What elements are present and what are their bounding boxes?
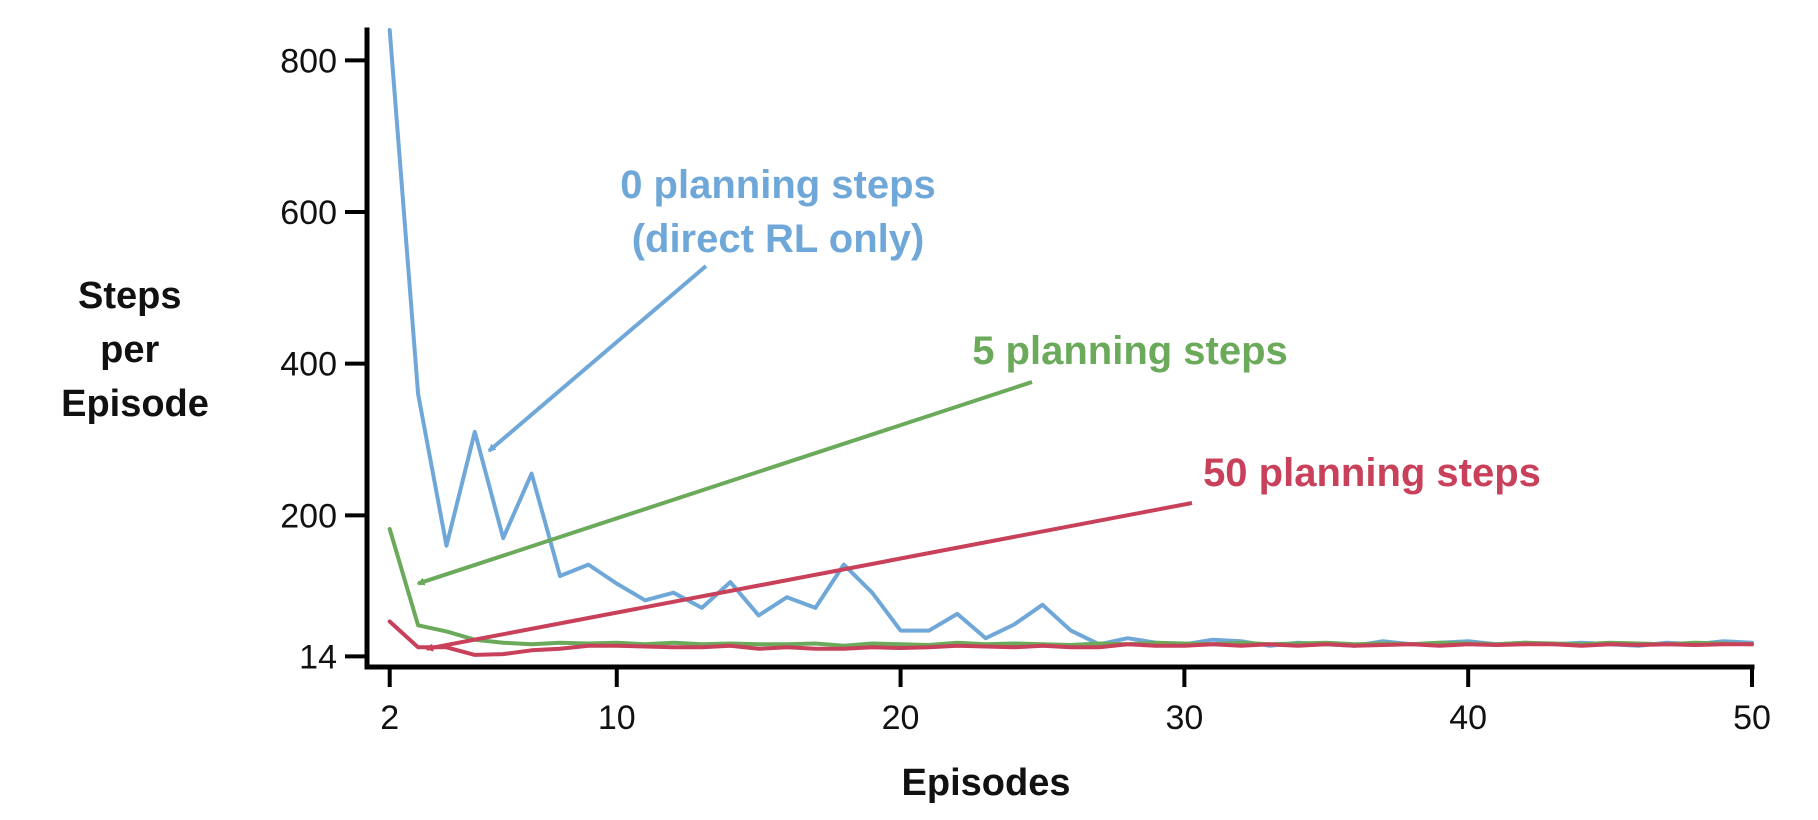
y-axis-title-line-3: Episode [61, 383, 209, 425]
annotation-arrow-5 [416, 380, 1033, 586]
annotation-50-line-1: 50 planning steps [1203, 451, 1541, 495]
series-layer [387, 28, 1754, 657]
y-tick-label-400: 400 [280, 346, 337, 384]
annotation-5-line-1: 5 planning steps [972, 329, 1288, 373]
annotation-50-planning-steps: 50 planning steps [1203, 451, 1541, 495]
y-axis-title-line-1: Steps [78, 275, 181, 317]
x-tick-label-10: 10 [598, 699, 636, 737]
y-axis-ticks: 14 200 400 600 800 [280, 42, 367, 676]
x-tick-label-50: 50 [1733, 699, 1771, 737]
y-tick-label-14: 14 [299, 638, 337, 676]
y-axis-title-line-2: per [100, 329, 159, 371]
annotation-0-line-1: 0 planning steps [620, 163, 936, 207]
x-tick-label-20: 20 [882, 699, 920, 737]
annotation-layer: 0 planning steps (direct RL only) 5 planni… [416, 163, 1541, 652]
y-tick-label-200: 200 [280, 497, 337, 535]
y-tick-label-800: 800 [280, 42, 337, 80]
annotation-0-planning-steps: 0 planning steps (direct RL only) [620, 163, 936, 261]
annotation-0-line-2: (direct RL only) [632, 217, 925, 261]
y-tick-label-600: 600 [280, 194, 337, 232]
annotation-arrow-50 [425, 501, 1193, 652]
x-axis-title: Episodes [902, 762, 1071, 804]
x-tick-label-40: 40 [1449, 699, 1487, 737]
x-tick-label-30: 30 [1165, 699, 1203, 737]
series-line-50-planning-steps [387, 619, 1754, 657]
x-tick-label-2: 2 [380, 699, 399, 737]
annotation-5-planning-steps: 5 planning steps [972, 329, 1288, 373]
annotation-arrow-0 [487, 264, 708, 453]
x-axis-ticks: 2 10 20 30 40 50 [380, 667, 1771, 737]
y-axis-title: Steps per Episode [61, 275, 209, 425]
